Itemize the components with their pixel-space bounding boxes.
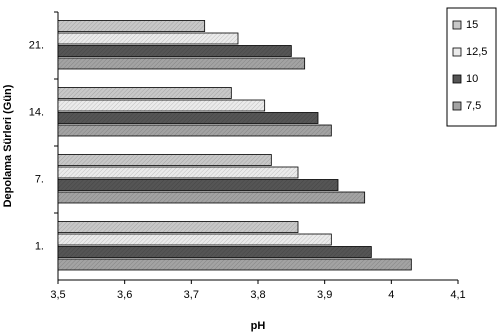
x-tick-label: 3,9: [317, 289, 332, 301]
bar-hatch: [58, 154, 272, 166]
y-tick-label: 21.: [29, 39, 44, 51]
bar-group: [57, 124, 332, 137]
bar-group: [57, 20, 206, 32]
bar-hatch: [58, 33, 238, 44]
y-tick-label: 14.: [29, 106, 44, 118]
x-axis-title: pH: [251, 320, 266, 332]
bar-hatch: [58, 20, 205, 32]
x-tick-label: 3,8: [250, 289, 265, 301]
legend-label: 15: [466, 19, 478, 31]
bar-group: [57, 233, 332, 246]
bar-group: [57, 258, 412, 271]
bar-group: [57, 246, 372, 258]
x-tick-label: 3,5: [50, 289, 65, 301]
bar-group: [57, 99, 266, 112]
y-tick-label: 1.: [35, 240, 44, 252]
bar-hatch: [58, 167, 298, 178]
y-tick-label: 7.: [35, 173, 44, 185]
bar-hatch: [58, 246, 372, 258]
x-tick-label: 3,7: [184, 289, 199, 301]
bar-hatch: [58, 100, 265, 111]
bar-hatch: [58, 45, 292, 57]
bar-hatch: [58, 234, 332, 245]
x-tick-label: 4,1: [450, 289, 465, 301]
bar-group: [57, 166, 299, 179]
bar-group: [57, 57, 306, 70]
bar-group: [57, 179, 339, 191]
bar-group: [57, 45, 292, 57]
bar-group: [57, 154, 272, 166]
bar-hatch: [58, 221, 298, 233]
bar-hatch: [58, 179, 338, 191]
bar-hatch: [58, 112, 318, 124]
bar-hatch: [58, 125, 332, 136]
legend-label: 10: [466, 73, 478, 85]
x-tick-label: 3,6: [117, 289, 132, 301]
bar-hatch: [58, 192, 365, 203]
legend-swatch: [452, 101, 462, 111]
legend-swatch: [452, 47, 462, 57]
legend-swatch: [452, 74, 462, 84]
x-tick-label: 4: [388, 289, 394, 301]
bar-hatch: [58, 259, 412, 270]
bar-group: [57, 112, 319, 124]
legend-swatch: [452, 20, 462, 30]
legend-label: 7,5: [466, 100, 481, 112]
bar-hatch: [58, 87, 232, 99]
bar-group: [57, 87, 232, 99]
legend-label: 12,5: [466, 46, 487, 58]
bar-group: [57, 191, 366, 204]
bar-group: [57, 221, 299, 233]
y-axis-title: Depolama Sürleri (Gün): [2, 84, 14, 207]
bar-hatch: [58, 58, 305, 69]
bar-group: [57, 32, 239, 45]
